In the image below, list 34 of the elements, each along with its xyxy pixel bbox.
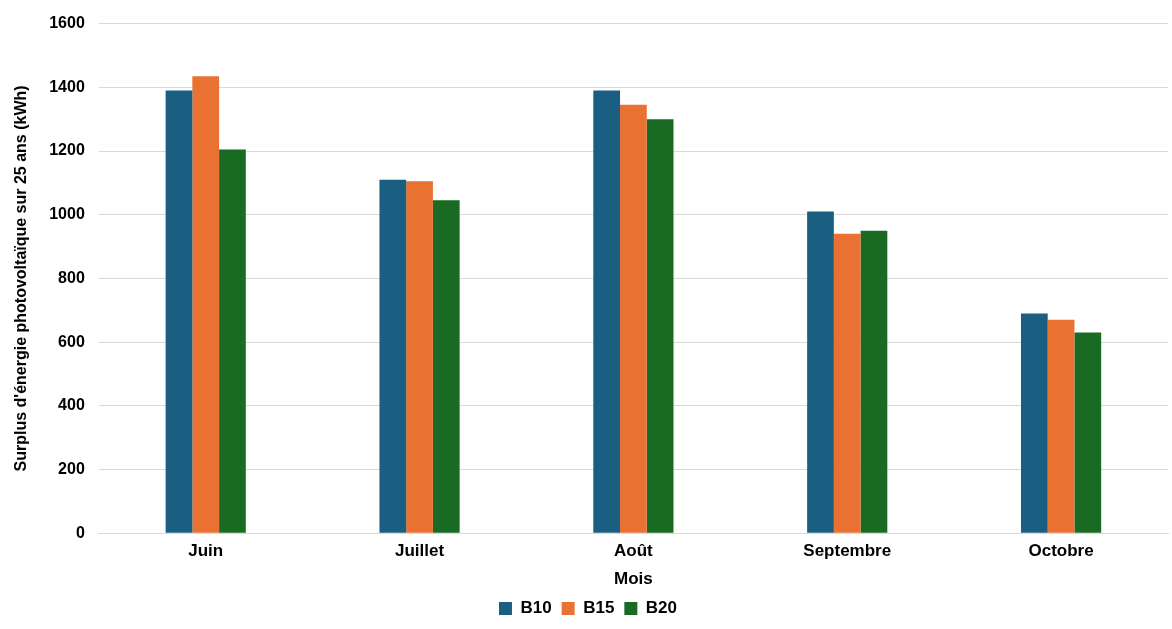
bar (379, 179, 407, 533)
y-tick-label: 1000 (49, 205, 85, 223)
bar (593, 90, 621, 533)
y-tick-label: 1400 (49, 77, 85, 95)
bar (807, 211, 834, 533)
bar (165, 90, 193, 533)
bar (1020, 313, 1048, 533)
bar (219, 149, 246, 533)
x-tick-label: Octobre (1028, 541, 1094, 561)
y-axis-title: Surplus d'énergie photovoltaïque sur 25 ans (kWh) (12, 85, 30, 472)
y-tick-label: 600 (58, 332, 85, 350)
y-tick-label: 1600 (49, 14, 85, 32)
bar (646, 119, 674, 533)
bar (192, 76, 220, 533)
y-tick-label: 1200 (49, 141, 85, 159)
bar (833, 233, 861, 533)
legend-label: B10 (520, 598, 552, 618)
bar (620, 104, 647, 533)
bar (1047, 319, 1075, 533)
legend-label: B20 (645, 598, 678, 618)
legend-label: B15 (583, 598, 615, 618)
x-tick-label: Juin (188, 541, 224, 561)
y-tick-label: 0 (75, 523, 85, 541)
bar (1074, 332, 1102, 533)
x-tick-label: Juillet (394, 541, 445, 561)
bar (860, 230, 888, 533)
x-tick-label: Août (614, 541, 654, 561)
bar (406, 181, 433, 533)
x-tick-label: Septembre (803, 541, 892, 561)
y-tick-label: 800 (58, 268, 85, 286)
bar (432, 200, 460, 533)
y-tick-label: 400 (58, 396, 85, 414)
y-tick-label: 200 (58, 459, 85, 477)
x-axis-title: Mois (614, 569, 653, 589)
